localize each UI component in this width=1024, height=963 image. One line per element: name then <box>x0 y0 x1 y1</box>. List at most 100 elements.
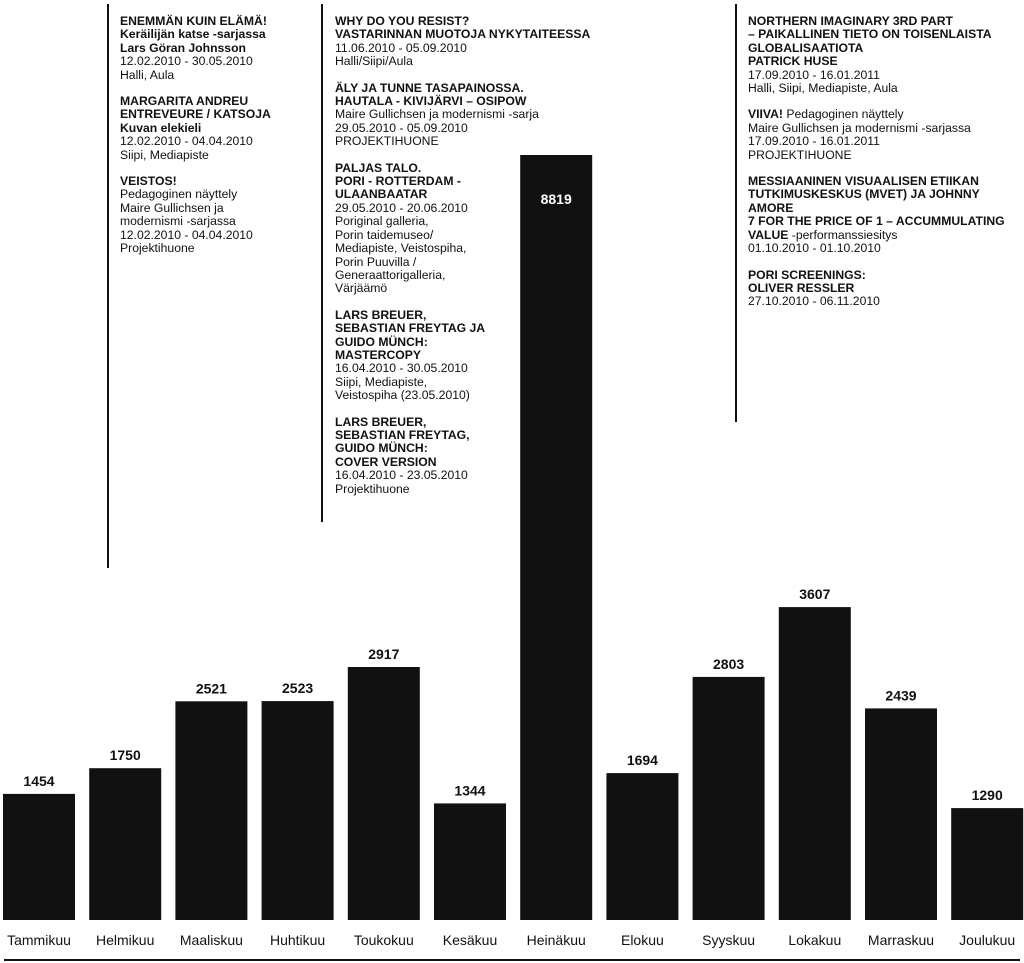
exhibition-line-part: VALUE <box>748 227 789 242</box>
exhibition-line: Mediapiste, Veistospiha, <box>335 241 467 256</box>
category-label-syyskuu: Syyskuu <box>702 932 755 948</box>
exhibition-line: Maire Gullichsen ja modernismi -sarjassa <box>748 120 971 135</box>
value-label-elokuu: 1694 <box>627 752 658 768</box>
exhibition-line: ENEMMÄN KUIN ELÄMÄ! <box>120 14 267 28</box>
exhibition-line: 16.04.2010 - 23.05.2010 <box>335 468 468 483</box>
category-label-marraskuu: Marraskuu <box>868 932 934 948</box>
exhibition-line: Lars Göran Johnsson <box>120 40 246 55</box>
exhibition-line: Poriginal galleria, <box>335 214 429 229</box>
annotation-column-2: WHY DO YOU RESIST? VASTARINNAN MUOTOJA NY… <box>335 14 591 509</box>
exhibition-entry: LARS BREUER, SEBASTIAN FREYTAG JA GUIDO MÜ… <box>335 307 590 403</box>
exhibition-entry: MARGARITA ANDREU ENTREVEURE / KATSOJA Kuva… <box>120 94 271 162</box>
exhibition-line: Keräilijän katse -sarjassa <box>120 27 266 42</box>
exhibition-line: PATRICK HUSE <box>748 54 838 69</box>
bar-heinäkuu <box>520 155 593 920</box>
annotation-divider-2 <box>321 4 323 522</box>
bar-maaliskuu <box>175 701 248 920</box>
exhibition-line: 12.02.2010 - 04.04.2010 <box>120 134 253 149</box>
bar-marraskuu <box>865 708 937 920</box>
bar-kesäkuu <box>434 803 506 920</box>
bar-helmikuu <box>89 768 162 920</box>
exhibition-line: 29.05.2010 - 05.09.2010 <box>335 120 468 135</box>
category-label-lokakuu: Lokakuu <box>788 932 841 948</box>
exhibition-line: ENTREVEURE / KATSOJA <box>120 107 271 122</box>
exhibition-line: 17.09.2010 - 16.01.2011 <box>748 134 880 149</box>
bar-syyskuu <box>692 676 765 920</box>
exhibition-line: modernismi -sarjassa <box>120 214 236 229</box>
exhibition-line: OLIVER RESSLER <box>748 280 855 295</box>
exhibition-line: Halli, Aula <box>120 67 175 82</box>
exhibition-line: GLOBALISAATIOTA <box>748 40 864 55</box>
exhibition-line: LARS BREUER, <box>335 307 427 322</box>
exhibition-entry: PORI SCREENINGS: OLIVER RESSLER 27.10.2010… <box>748 268 1005 309</box>
category-label-toukokuu: Toukokuu <box>354 932 414 948</box>
value-label-helmikuu: 1750 <box>110 747 141 763</box>
exhibition-line: PROJEKTIHUONE <box>748 147 852 162</box>
value-label-joulukuu: 1290 <box>972 787 1003 803</box>
exhibition-entry: VIIVA! Pedagoginen näyttely Maire Gullich… <box>748 108 1005 162</box>
exhibition-line-part: -performanssiesitys <box>788 227 898 242</box>
exhibition-line: 11.06.2010 - 05.09.2010 <box>335 40 467 55</box>
category-label-heinäkuu: Heinäkuu <box>527 932 586 948</box>
category-label-elokuu: Elokuu <box>621 932 664 948</box>
exhibition-line: Kuvan elekieli <box>120 120 202 135</box>
exhibition-line: Siipi, Mediapiste <box>120 147 209 162</box>
exhibition-line: Halli, Siipi, Mediapiste, Aula <box>748 81 898 96</box>
exhibition-line: NORTHERN IMAGINARY 3RD PART <box>748 14 953 28</box>
exhibition-line: 12.02.2010 - 04.04.2010 <box>120 227 253 242</box>
value-label-tammikuu: 1454 <box>23 773 54 789</box>
exhibition-line: 7 FOR THE PRICE OF 1 – ACCUMMULATING <box>748 214 1005 229</box>
exhibition-line: COVER VERSION <box>335 454 437 469</box>
exhibition-line: Maire Gullichsen ja <box>120 200 224 215</box>
exhibition-entry: ÄLY JA TUNNE TASAPAINOSSA. HAUTALA - KIVI… <box>335 80 590 149</box>
bar-elokuu <box>606 773 679 920</box>
exhibition-line: VALUE -performanssiesitys <box>748 227 1005 242</box>
exhibition-line: MESSIAANINEN VISUAALISEN ETIIKAN <box>748 174 979 189</box>
exhibition-entry: VEISTOS! Pedagoginen näyttely Maire Gullic… <box>120 174 271 255</box>
value-label-heinäkuu: 8819 <box>541 191 572 207</box>
annotation-column-1: ENEMMÄN KUIN ELÄMÄ! Keräilijän katse -sar… <box>120 14 271 269</box>
exhibition-line: ÄLY JA TUNNE TASAPAINOSSA. <box>335 80 524 95</box>
exhibition-line: TUTKIMUSKESKUS (MVET) JA JOHNNY <box>748 187 980 202</box>
exhibition-line: Maire Gullichsen ja modernismi -sarja <box>335 107 539 122</box>
exhibition-line: GUIDO MÜNCH: <box>335 441 428 456</box>
exhibition-entry: PALJAS TALO. PORI - ROTTERDAM - ULAANBAATA… <box>335 160 590 296</box>
exhibition-entry: ENEMMÄN KUIN ELÄMÄ! Keräilijän katse -sar… <box>120 14 271 82</box>
category-label-tammikuu: Tammikuu <box>7 932 71 948</box>
value-label-syyskuu: 2803 <box>713 656 744 672</box>
exhibition-line: PALJAS TALO. <box>335 160 422 175</box>
exhibition-line: ULAANBAATAR <box>335 187 428 202</box>
exhibition-line: 17.09.2010 - 16.01.2011 <box>748 67 880 82</box>
value-label-maaliskuu: 2521 <box>196 680 227 696</box>
category-label-maaliskuu: Maaliskuu <box>180 932 243 948</box>
exhibition-line: VASTARINNAN MUOTOJA NYKYTAITEESSA <box>335 27 591 42</box>
exhibition-line-part: VIIVA! <box>748 107 783 122</box>
exhibition-line: Porin taidemuseo/ <box>335 227 434 242</box>
exhibition-line: VIIVA! Pedagoginen näyttely <box>748 108 1005 121</box>
exhibition-line: SEBASTIAN FREYTAG, <box>335 427 470 442</box>
exhibition-line: PROJEKTIHUONE <box>335 134 439 149</box>
exhibition-line: GUIDO MÜNCH: <box>335 334 428 349</box>
exhibition-entry: MESSIAANINEN VISUAALISEN ETIIKAN TUTKIMUS… <box>748 174 1005 255</box>
value-label-toukokuu: 2917 <box>368 646 399 662</box>
exhibition-line: VEISTOS! <box>120 174 177 189</box>
exhibition-line: SEBASTIAN FREYTAG JA <box>335 321 486 336</box>
exhibition-line: Siipi, Mediapiste, <box>335 374 428 389</box>
bar-huhtikuu <box>261 701 334 920</box>
exhibition-line: WHY DO YOU RESIST? <box>335 14 470 28</box>
exhibition-line: MASTERCOPY <box>335 347 421 362</box>
exhibition-line: Halli/Siipi/Aula <box>335 54 413 69</box>
exhibition-line: AMORE <box>748 200 794 215</box>
exhibition-line-part: Pedagoginen näyttely <box>783 107 904 122</box>
annotation-divider-1 <box>107 4 109 568</box>
category-label-helmikuu: Helmikuu <box>96 932 154 948</box>
exhibition-line: Veistospiha (23.05.2010) <box>335 388 470 403</box>
annotation-column-3: NORTHERN IMAGINARY 3RD PART – PAIKALLINEN… <box>748 14 1005 322</box>
exhibition-line: 12.02.2010 - 30.05.2010 <box>120 54 253 69</box>
category-label-huhtikuu: Huhtikuu <box>270 932 325 948</box>
bar-lokakuu <box>778 607 851 920</box>
category-label-joulukuu: Joulukuu <box>959 932 1015 948</box>
exhibition-line: Värjäämö <box>335 281 388 296</box>
exhibition-line: Projektihuone <box>335 481 410 496</box>
